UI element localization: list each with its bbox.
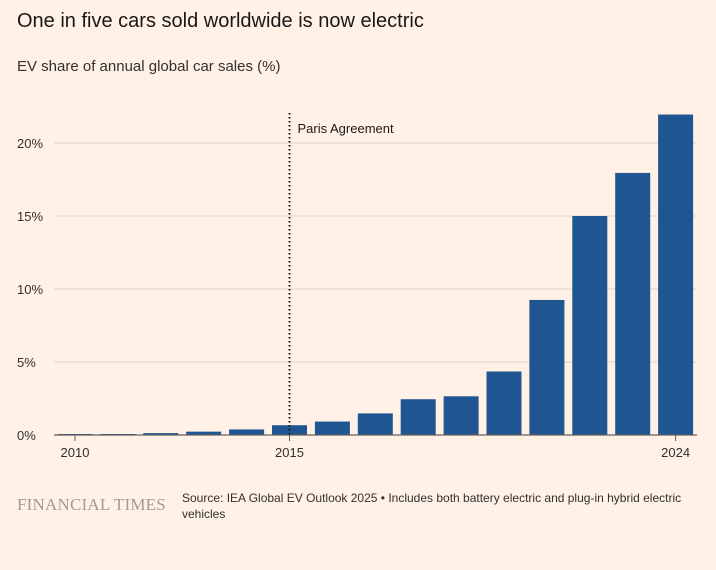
financial-times-logo: FINANCIAL TIMES bbox=[17, 495, 166, 514]
y-axis-tick-labels: 0% 5% 10% 15% 20% bbox=[17, 136, 43, 443]
y-tick-label: 10% bbox=[17, 282, 43, 297]
bar bbox=[615, 172, 651, 435]
bar bbox=[486, 371, 522, 435]
bar bbox=[229, 429, 265, 435]
x-tick-label: 2024 bbox=[661, 445, 690, 460]
ev-share-bar-chart: 0%5%10%15%20% Paris Agreement 2010 2015 20… bbox=[17, 113, 697, 460]
bar bbox=[314, 421, 350, 435]
bar bbox=[186, 431, 222, 435]
x-tick-label: 2010 bbox=[61, 445, 90, 460]
bar bbox=[400, 399, 436, 435]
chart-subtitle: EV share of annual global car sales (%) bbox=[17, 58, 281, 75]
y-tick-label: 20% bbox=[17, 136, 43, 151]
bar bbox=[143, 433, 179, 435]
y-tick-label: 15% bbox=[17, 209, 43, 224]
bars bbox=[57, 114, 694, 435]
y-tick-label: 0% bbox=[17, 428, 36, 443]
bar bbox=[357, 413, 393, 435]
annotations: Paris Agreement bbox=[288, 113, 394, 435]
bar bbox=[572, 216, 608, 435]
bar bbox=[529, 299, 565, 435]
x-tick-label: 2015 bbox=[275, 445, 304, 460]
annotation-label: Paris Agreement bbox=[298, 121, 394, 136]
bar bbox=[658, 114, 694, 435]
bar bbox=[443, 396, 479, 435]
source-note: Source: IEA Global EV Outlook 2025 • Inc… bbox=[182, 491, 682, 521]
y-tick-label: 5% bbox=[17, 355, 36, 370]
chart-title: One in five cars sold worldwide is now e… bbox=[17, 10, 424, 32]
x-axis: 2010 2015 2024 bbox=[54, 434, 697, 460]
